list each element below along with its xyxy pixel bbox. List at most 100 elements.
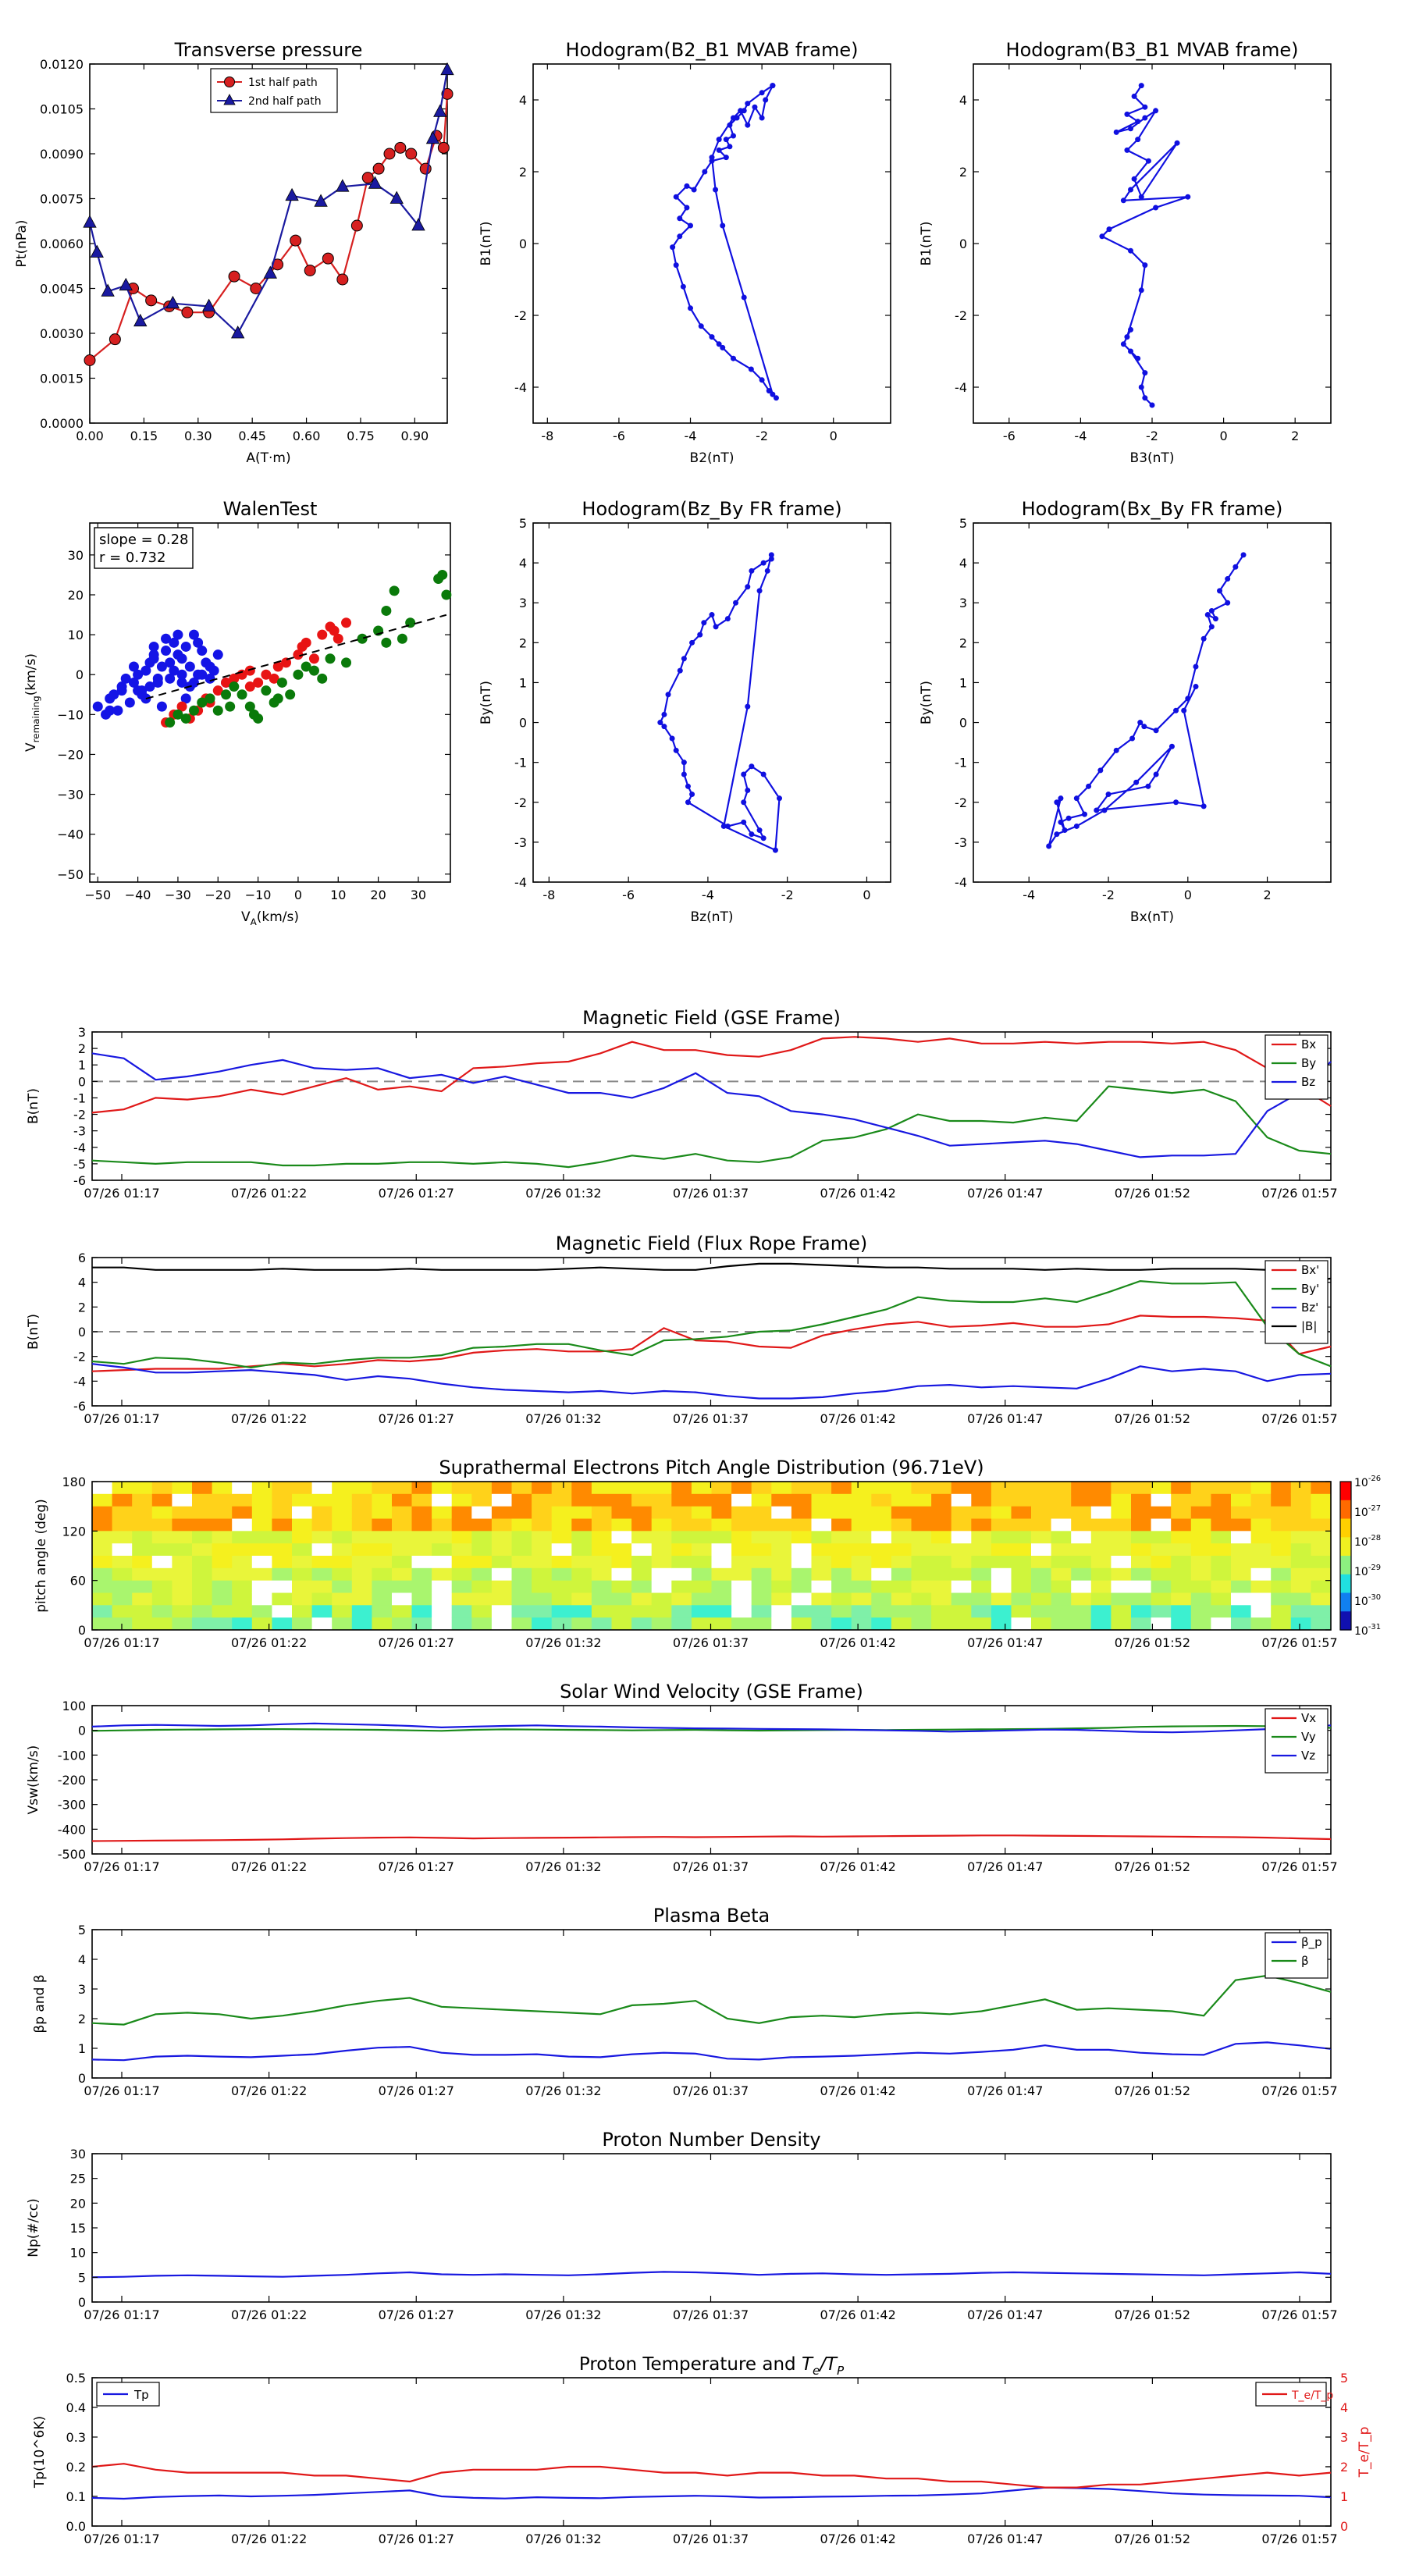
heatmap-cell xyxy=(532,1506,553,1519)
data-point xyxy=(1153,205,1159,211)
x-tick-label: 07/26 01:37 xyxy=(673,2532,749,2546)
heatmap-cell xyxy=(811,1580,832,1593)
data-point xyxy=(1106,226,1112,233)
heatmap-cell xyxy=(691,1556,712,1569)
heatmap-cell xyxy=(711,1617,732,1631)
heatmap-cell xyxy=(911,1556,932,1569)
heatmap-cell xyxy=(172,1567,193,1582)
data-point xyxy=(341,657,352,668)
y-tick-label: -3 xyxy=(514,835,527,850)
data-point xyxy=(1054,799,1060,806)
heatmap-cell xyxy=(1211,1567,1232,1582)
heatmap-cell xyxy=(491,1580,512,1593)
data-point xyxy=(229,673,240,684)
heatmap-cell xyxy=(1111,1567,1132,1582)
heatmap-cell xyxy=(591,1543,612,1557)
y-tick-label: -300 xyxy=(58,1798,86,1813)
heatmap-cell xyxy=(232,1556,253,1569)
x-tick-label: 07/26 01:47 xyxy=(967,1859,1043,1874)
heatmap-cell xyxy=(112,1580,133,1593)
heatmap-cell xyxy=(411,1556,432,1569)
data-point xyxy=(1185,194,1191,200)
y-tick-label: 5 xyxy=(959,516,967,531)
colorbar-segment xyxy=(1340,1537,1351,1557)
y-tick-label: 3 xyxy=(78,1025,86,1040)
data-point xyxy=(730,133,736,139)
heatmap-cell xyxy=(631,1605,653,1618)
heatmap-cell xyxy=(691,1567,712,1582)
data-point xyxy=(661,711,667,717)
y-tick-label: 0.0045 xyxy=(40,282,84,297)
heatmap-cell xyxy=(871,1506,892,1519)
heatmap-cell xyxy=(651,1556,672,1569)
heatmap-cell xyxy=(451,1506,472,1519)
heatmap-cell xyxy=(332,1556,353,1569)
heatmap-cell xyxy=(532,1617,553,1631)
heatmap-cell xyxy=(1111,1617,1132,1631)
heatmap-cell xyxy=(471,1506,493,1519)
heatmap-cell xyxy=(1151,1605,1172,1618)
y-tick-label: 0.1 xyxy=(66,2489,86,2504)
y-tick-label: −10 xyxy=(57,707,84,722)
heatmap-cell xyxy=(851,1592,872,1606)
heatmap-cell xyxy=(232,1543,253,1557)
heatmap-cell xyxy=(1111,1556,1132,1569)
heatmap-cell xyxy=(891,1605,912,1618)
data-point xyxy=(372,162,385,175)
chart-h1: Hodogram(B2_B1 MVAB frame) -8 -6 -4 -2 0 -4 -2 0… xyxy=(478,39,891,466)
heatmap-cell xyxy=(292,1506,313,1519)
heatmap-cell xyxy=(791,1482,812,1495)
y-tick-label: 4 xyxy=(519,556,527,571)
series-line-bz xyxy=(91,1052,1332,1158)
heatmap-cell xyxy=(891,1556,912,1569)
y-axis-label: B(nT) xyxy=(26,1314,41,1350)
data-point xyxy=(1138,287,1144,294)
heatmap-cell xyxy=(1071,1518,1092,1532)
x-tick-label: 0 xyxy=(294,888,302,902)
data-point xyxy=(329,625,340,636)
heatmap-cell xyxy=(1171,1493,1192,1507)
heatmap-cell xyxy=(911,1592,932,1606)
heatmap-cell xyxy=(311,1493,333,1507)
heatmap-cell xyxy=(292,1493,313,1507)
x-tick-label: 07/26 01:27 xyxy=(379,2532,454,2546)
heatmap-cell xyxy=(731,1482,752,1495)
y-tick-label: 10 xyxy=(68,628,84,642)
y-tick-label: −50 xyxy=(57,867,84,882)
heatmap-cell xyxy=(311,1556,333,1569)
heatmap-cell xyxy=(132,1580,153,1593)
heatmap-cell xyxy=(511,1592,532,1606)
heatmap-cell xyxy=(811,1518,832,1532)
data-point xyxy=(156,701,167,712)
heatmap-cell xyxy=(611,1518,632,1532)
x-axis-label: A(T·m) xyxy=(246,450,290,466)
data-point xyxy=(724,616,731,622)
x-tick-label: 07/26 01:57 xyxy=(1261,2083,1337,2098)
heatmap-cell xyxy=(372,1556,393,1569)
data-point xyxy=(1138,194,1144,200)
y-tick-label: 2 xyxy=(78,1041,86,1056)
heatmap-cell xyxy=(311,1580,333,1593)
y-tick-label: -2 xyxy=(514,795,527,810)
heatmap-cell xyxy=(591,1506,612,1519)
heatmap-cell xyxy=(771,1592,792,1606)
x-tick-label: 07/26 01:27 xyxy=(379,2307,454,2322)
data-point xyxy=(229,681,240,692)
data-point xyxy=(760,835,767,841)
data-point xyxy=(1128,326,1134,333)
heatmap-cell xyxy=(671,1556,692,1569)
heatmap-cell xyxy=(871,1556,892,1569)
series-line xyxy=(671,84,777,399)
x-tick-label: -2 xyxy=(781,888,794,902)
heatmap-cell xyxy=(891,1506,912,1519)
heatmap-cell xyxy=(571,1556,592,1569)
data-point xyxy=(1208,624,1215,630)
data-point xyxy=(180,693,191,704)
heatmap-cell xyxy=(1031,1556,1052,1569)
data-point xyxy=(244,665,255,676)
heatmap-cell xyxy=(1011,1580,1032,1593)
x-tick-label: 07/26 01:37 xyxy=(673,1859,749,1874)
x-tick-label: 07/26 01:52 xyxy=(1115,1635,1190,1650)
heatmap-cell xyxy=(151,1543,173,1557)
data-point xyxy=(101,283,115,297)
